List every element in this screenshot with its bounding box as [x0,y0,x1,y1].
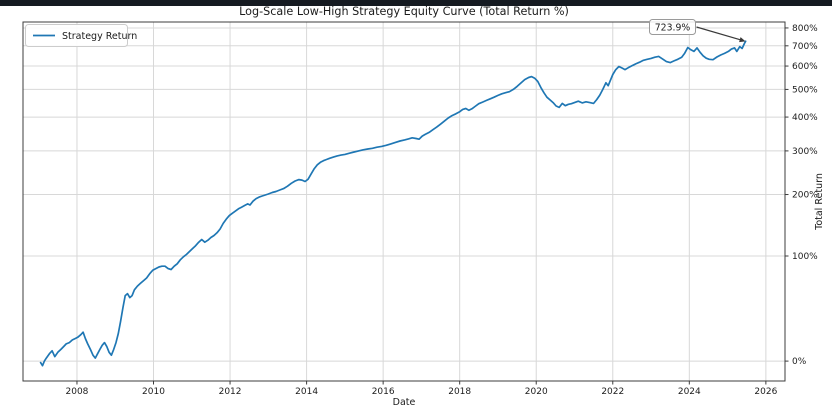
x-tick-label: 2014 [295,387,318,397]
x-tick-label: 2022 [601,387,624,397]
annotation-arrow [696,26,742,41]
y-tick-label: 300% [792,147,818,157]
y-axis-label: Total Return [814,173,825,231]
annotation-value: 723.9% [655,23,691,34]
x-tick-label: 2018 [448,387,471,397]
plot-border [22,21,786,382]
y-axis-ticks: 0% 100% 200% 300% 400% 500% 600% 700% 800% [785,24,818,367]
strategy-return-line [39,40,747,367]
y-tick-label: 800% [792,24,818,34]
y-tick-label: 200% [792,191,818,201]
y-tick-label: 0% [792,357,807,367]
y-tick-label: 700% [792,42,818,52]
x-axis-ticks: 2008 2010 2012 2014 2016 2018 2020 2022 2024 2026 [66,381,778,397]
chart-title: Log-Scale Low-High Strategy Equity Curve… [239,5,569,18]
annotation-box [649,19,696,35]
x-tick-label: 2010 [142,387,165,397]
y-tick-label: 500% [792,85,818,95]
annotation: 723.9% [649,19,746,43]
x-tick-label: 2020 [525,387,548,397]
window-top-edge-bar [0,0,832,6]
x-tick-label: 2012 [219,387,242,397]
gridlines [23,22,785,381]
y-tick-label: 400% [792,113,818,123]
y-tick-label: 100% [792,252,818,262]
x-tick-label: 2016 [372,387,395,397]
x-tick-label: 2026 [754,387,777,397]
x-axis-label: Date [393,397,416,408]
x-tick-label: 2024 [678,387,701,397]
y-tick-label: 600% [792,62,818,72]
legend-label: Strategy Return [62,31,137,42]
legend: Strategy Return [25,24,137,47]
x-tick-label: 2008 [66,387,89,397]
legend-box [25,24,128,47]
annotation-arrowhead-icon [739,37,746,43]
